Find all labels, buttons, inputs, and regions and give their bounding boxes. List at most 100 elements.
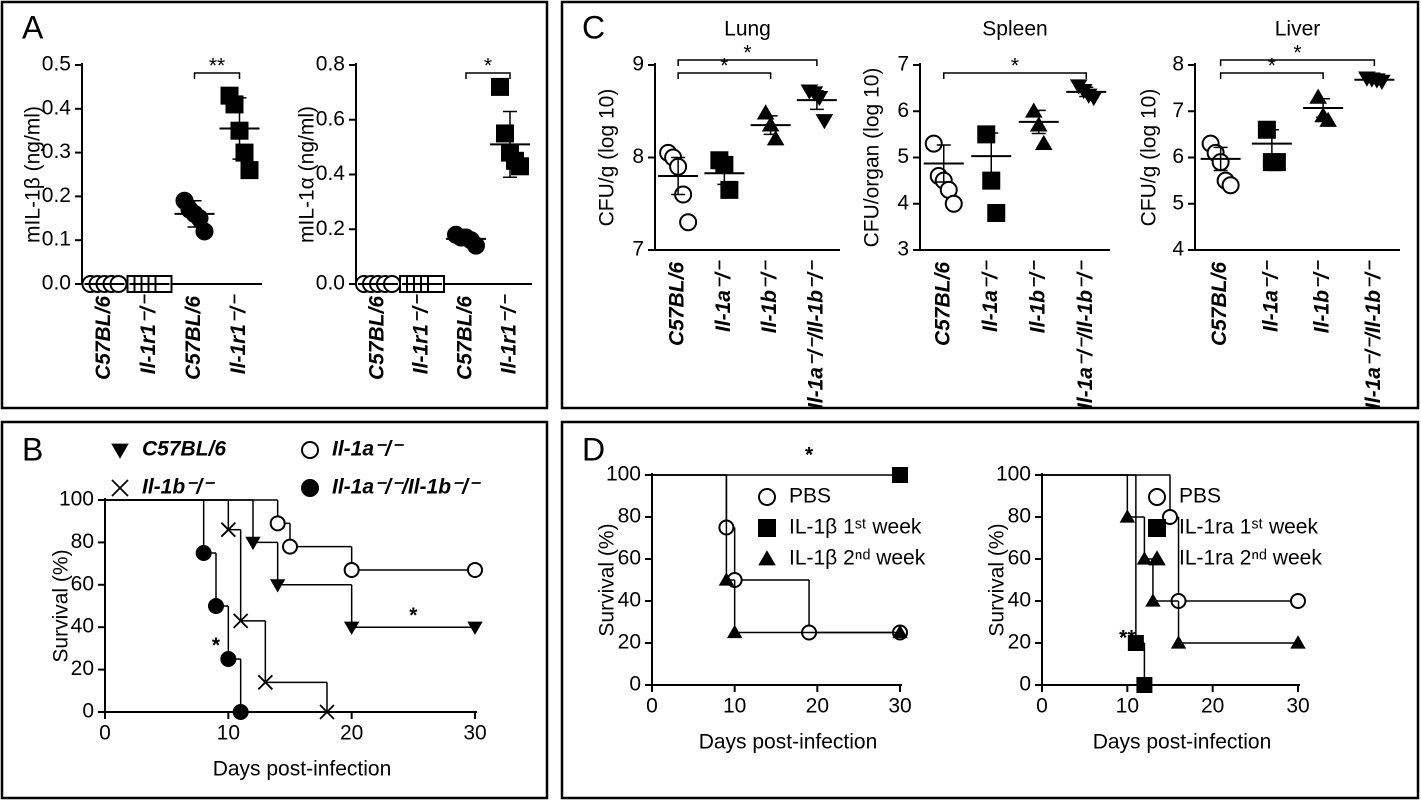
marker	[282, 538, 298, 555]
x-tick-label: Il-1a⁻/⁻	[979, 260, 1002, 332]
x-tick-label: C57BL/6	[1208, 262, 1231, 346]
marker	[220, 651, 237, 667]
panel-a-frame	[0, 0, 549, 410]
y-tick-label: 100	[996, 463, 1031, 486]
legend-marker	[758, 550, 776, 566]
x-tick-label: Il-1r1⁻/⁻	[498, 294, 521, 374]
panel-label: C	[582, 9, 605, 45]
y-axis-label: CFU/g (log 10)	[596, 89, 619, 227]
legend-label: IL-1β 2ⁿᵈ week	[789, 547, 926, 570]
marker	[343, 561, 360, 578]
y-axis-label: mIL-1β (ng/ml)	[22, 106, 45, 243]
marker	[319, 704, 335, 720]
y-tick-label: 4	[897, 191, 909, 214]
error-bar	[1367, 77, 1382, 82]
y-tick-label: 0	[1019, 673, 1031, 696]
y-tick-label: 0.3	[42, 140, 71, 163]
significance-label: *	[1268, 55, 1276, 78]
x-tick-label: Il-1r1⁻/⁻	[410, 294, 433, 374]
marker	[726, 624, 743, 639]
chart-title: Liver	[1275, 18, 1321, 41]
x-tick-label: 30	[463, 722, 486, 745]
error-bar	[717, 161, 732, 186]
error-bar	[187, 200, 202, 228]
error-bar	[809, 90, 824, 111]
marker	[245, 536, 261, 551]
marker	[1136, 551, 1153, 565]
error-bar	[503, 110, 517, 178]
y-tick-label: 80	[618, 505, 641, 528]
marker	[1127, 635, 1144, 651]
x-tick-label: C57BL/6	[931, 262, 954, 346]
legend-marker	[1148, 550, 1166, 566]
y-tick-label: 20	[618, 631, 641, 654]
y-tick-label: 6	[1172, 145, 1184, 168]
legend-label: C57BL/6	[142, 438, 226, 461]
marker	[233, 613, 249, 629]
significance-bracket	[1219, 72, 1324, 79]
marker	[225, 95, 244, 114]
panel-d-frame	[560, 420, 1420, 800]
significance-label: *	[409, 604, 418, 627]
marker	[1084, 90, 1103, 107]
y-tick-label: 60	[71, 572, 94, 595]
significance-label: **	[209, 55, 225, 78]
x-tick-label: Il-1b⁻/⁻	[1026, 260, 1049, 333]
y-axis-label: CFU/g (log 10)	[1138, 89, 1161, 227]
marker	[1162, 509, 1178, 525]
marker	[944, 194, 963, 213]
significance-label: *	[743, 42, 751, 65]
legend-marker	[1148, 519, 1166, 537]
marker	[1290, 593, 1306, 609]
y-tick-label: 40	[618, 589, 641, 612]
marker	[257, 674, 273, 690]
marker	[269, 579, 286, 593]
x-axis-label: Days post-infection	[1093, 731, 1272, 754]
significance-label: *	[805, 444, 814, 467]
marker	[718, 572, 735, 586]
marker	[195, 545, 212, 561]
chart-title: Lung	[724, 18, 771, 41]
x-tick-label: Il-1r1⁻/⁻	[137, 294, 160, 374]
significance-bracket	[1219, 59, 1376, 66]
y-tick-label: 40	[1008, 589, 1031, 612]
y-tick-label: 9	[632, 53, 644, 76]
marker	[220, 522, 236, 538]
y-tick-label: 8	[1172, 53, 1184, 76]
significance-label: *	[212, 634, 221, 657]
significance-label: *	[720, 55, 728, 78]
marker	[1119, 509, 1136, 523]
marker	[679, 213, 698, 232]
x-tick-label: C57BL/6	[366, 296, 389, 380]
marker	[1136, 677, 1153, 693]
marker	[924, 134, 943, 153]
panel-label: A	[22, 9, 44, 45]
error-bar	[1264, 129, 1279, 159]
legend-marker	[758, 488, 776, 506]
marker	[987, 204, 1006, 222]
marker	[195, 222, 214, 241]
y-tick-label: 80	[71, 530, 94, 553]
y-tick-label: 5	[897, 145, 909, 168]
marker	[810, 90, 829, 107]
significance-bracket	[677, 59, 818, 66]
legend-label: PBS	[789, 485, 831, 508]
y-tick-label: 100	[59, 488, 94, 511]
y-tick-label: 7	[632, 238, 644, 261]
y-tick-label: 0	[629, 673, 641, 696]
x-tick-label: 20	[1201, 695, 1224, 718]
legend-label: IL-1β 1ˢᵗ week	[789, 516, 922, 539]
y-tick-label: 8	[632, 145, 644, 168]
x-tick-label: 10	[217, 722, 240, 745]
y-tick-label: 0.6	[316, 107, 345, 130]
marker	[1145, 593, 1161, 607]
y-tick-label: 0.1	[42, 228, 71, 251]
legend-label: PBS	[1179, 485, 1221, 508]
significance-label: *	[1011, 55, 1019, 78]
marker	[491, 77, 509, 96]
significance-bracket	[943, 72, 1087, 79]
x-tick-label: Il-1a⁻/⁻/Il-1b⁻/⁻	[1362, 260, 1385, 409]
x-tick-label: Il-1b⁻/⁻	[1311, 260, 1334, 333]
legend-marker	[301, 479, 319, 497]
y-tick-label: 6	[897, 99, 909, 122]
